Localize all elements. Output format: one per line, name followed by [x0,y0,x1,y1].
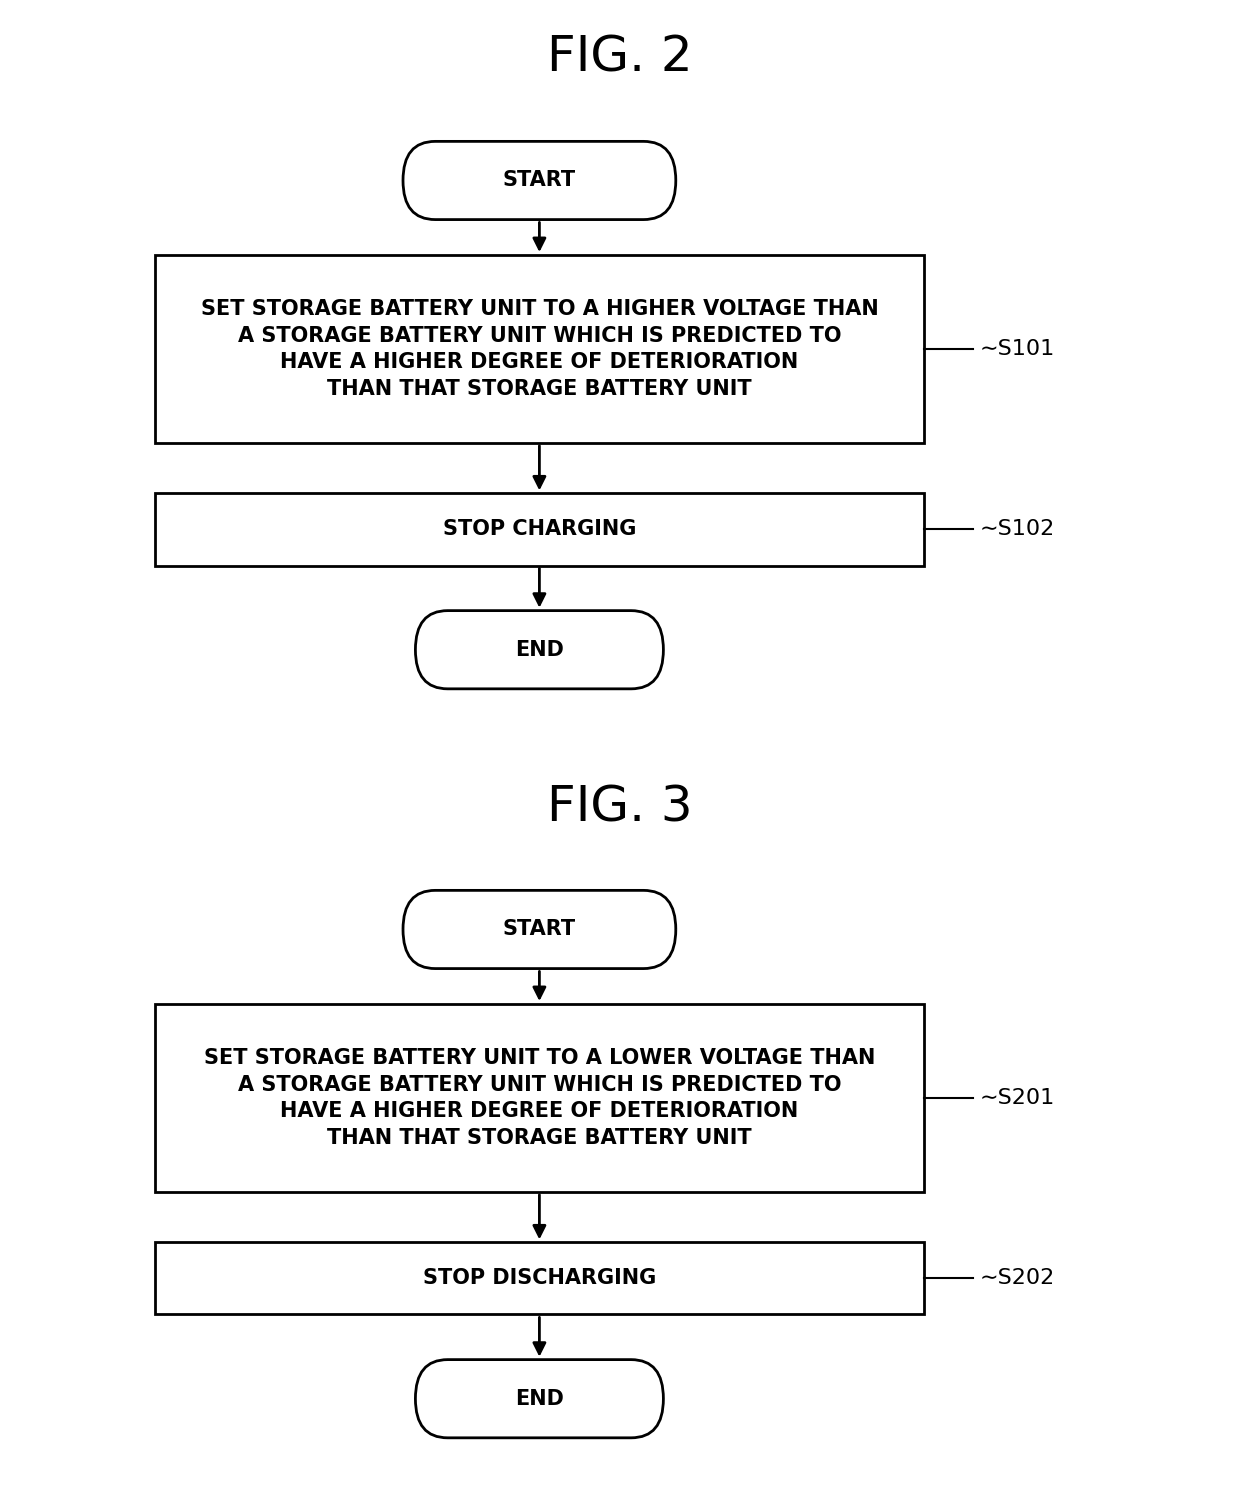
Text: STOP DISCHARGING: STOP DISCHARGING [423,1268,656,1289]
Bar [155,1242,924,1314]
FancyBboxPatch shape [415,1360,663,1438]
Text: FIG. 2: FIG. 2 [547,33,693,81]
Text: START: START [503,170,575,191]
Bar [155,254,924,442]
Text: SET STORAGE BATTERY UNIT TO A HIGHER VOLTAGE THAN
A STORAGE BATTERY UNIT WHICH I: SET STORAGE BATTERY UNIT TO A HIGHER VOL… [201,299,878,399]
Text: ∼S101: ∼S101 [980,338,1055,359]
Text: STOP CHARGING: STOP CHARGING [443,519,636,540]
FancyBboxPatch shape [403,890,676,969]
Text: ∼S201: ∼S201 [980,1087,1055,1108]
Text: SET STORAGE BATTERY UNIT TO A LOWER VOLTAGE THAN
A STORAGE BATTERY UNIT WHICH IS: SET STORAGE BATTERY UNIT TO A LOWER VOLT… [203,1048,875,1148]
Text: START: START [503,919,575,940]
Bar [155,493,924,566]
FancyBboxPatch shape [415,611,663,689]
Text: ∼S202: ∼S202 [980,1268,1055,1289]
Text: ∼S102: ∼S102 [980,519,1055,540]
Text: END: END [515,639,564,660]
Text: END: END [515,1388,564,1409]
FancyBboxPatch shape [403,141,676,220]
Bar [155,1005,924,1191]
Text: FIG. 3: FIG. 3 [547,784,693,832]
